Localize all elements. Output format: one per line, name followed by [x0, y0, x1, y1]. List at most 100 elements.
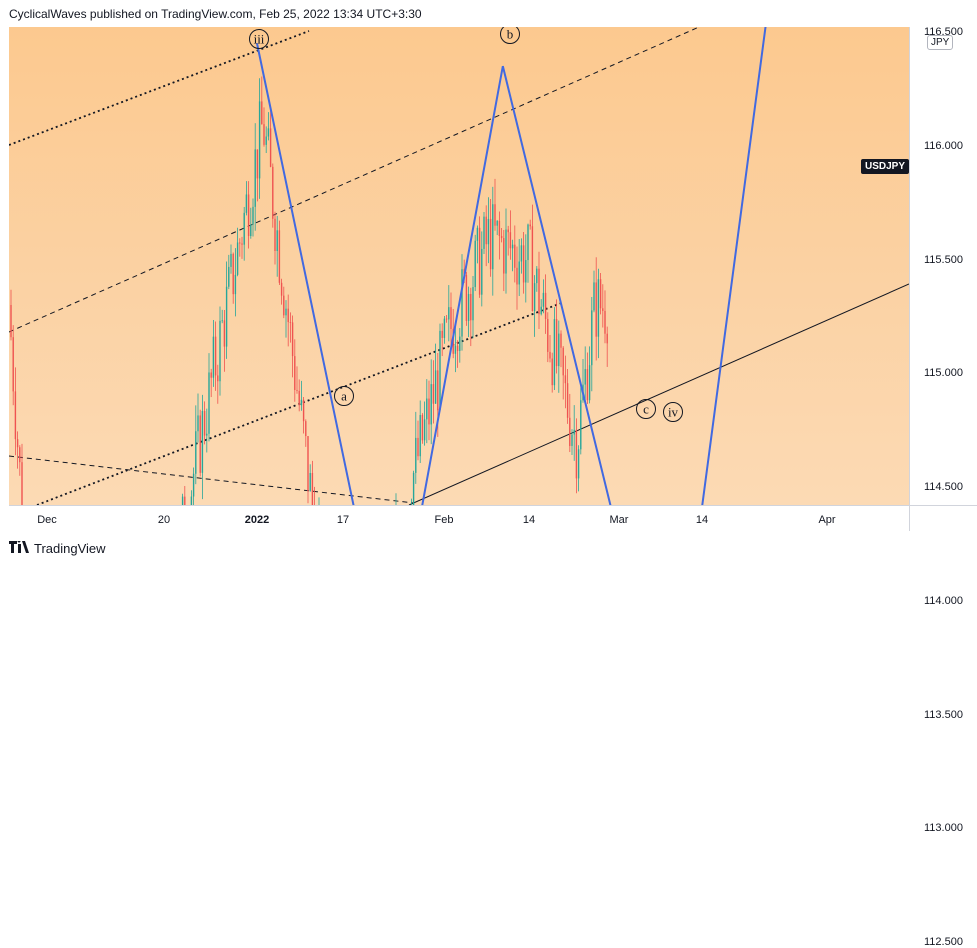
candle-body [217, 375, 219, 382]
candle-body [201, 410, 204, 473]
candle-body [511, 244, 514, 249]
candle-body [544, 292, 547, 319]
candle-body [256, 149, 259, 179]
candle-body [247, 194, 250, 237]
candle-body [485, 216, 487, 245]
candle-body [437, 370, 439, 411]
candle-body [415, 437, 417, 473]
wave-label-a: a [334, 386, 354, 406]
wave-label-circle [334, 386, 354, 406]
candle-body [243, 212, 245, 245]
candle-body [467, 293, 470, 321]
candle-body [470, 293, 472, 321]
candle-body [483, 216, 485, 249]
time-tick-label: 14 [695, 514, 709, 526]
candle-body [184, 496, 186, 505]
candle-body [441, 330, 443, 338]
candle-body [529, 224, 531, 227]
candle-body [569, 417, 571, 446]
candle-body [443, 318, 446, 338]
price-tick-label: 114.000 [924, 594, 963, 607]
candle-body [496, 220, 498, 226]
candle-body [503, 238, 505, 274]
wave-label-circle [249, 29, 269, 49]
candle-body [553, 319, 556, 386]
time-tick-label: Mar [609, 514, 629, 526]
candle-body [302, 399, 305, 422]
candle-body [551, 358, 553, 386]
brand-name: TradingView [34, 541, 106, 556]
candle-body [527, 224, 529, 261]
candle-body [239, 242, 241, 244]
chart-area[interactable]: iii b a c iv [9, 27, 909, 505]
lower-channel-line [36, 301, 565, 505]
candle-body [267, 128, 270, 137]
time-axis[interactable]: Dec 20 2022 17 Feb 14 Mar 14 Apr [9, 505, 909, 531]
candle-body [533, 283, 536, 311]
candle-body [278, 230, 281, 283]
price-tick-label: 113.000 [924, 822, 963, 835]
candle-body [228, 266, 230, 287]
candle-body [252, 206, 254, 225]
candle-body [232, 253, 234, 295]
candle-body [307, 436, 309, 491]
candle-body [19, 447, 21, 463]
candle-body [305, 421, 307, 437]
candle-body [181, 496, 184, 505]
candle-body [492, 204, 494, 270]
candle-body [500, 235, 503, 239]
candle-body [459, 336, 461, 351]
candle-body [536, 268, 538, 284]
candle-body [602, 308, 604, 311]
candle-body [417, 437, 419, 457]
candle-body [206, 433, 208, 436]
candle-body [225, 286, 228, 347]
footer-brand[interactable]: TradingView [9, 539, 106, 556]
wave-label-circle [500, 27, 520, 44]
price-tick-label: 112.500 [924, 936, 963, 948]
candle-body [294, 356, 296, 390]
upper-channel-line [9, 30, 310, 146]
candle-body [525, 260, 527, 283]
wave-label-iv: iv [663, 402, 683, 422]
candle-body [549, 351, 551, 359]
wave-label-circle [663, 402, 683, 422]
time-tick-label: Apr [818, 514, 836, 526]
candle-body [223, 320, 226, 347]
price-tick-label: 116.000 [924, 139, 963, 152]
candle-body [586, 369, 589, 401]
candle-body [604, 310, 606, 334]
candle-body [476, 227, 479, 241]
candle-body [190, 496, 193, 505]
candle-body [518, 261, 520, 285]
candle-body [516, 267, 518, 285]
candle-body [489, 218, 492, 270]
wave-label-text: c [643, 402, 649, 417]
candle-body [285, 308, 287, 316]
publish-header: CyclicalWaves published on TradingView.c… [9, 7, 422, 21]
candle-body [564, 375, 567, 384]
candle-body [481, 248, 483, 295]
candle-body [195, 431, 197, 474]
candle-body [236, 242, 239, 275]
price-chart[interactable]: iii b a c iv [9, 27, 909, 505]
candle-body [577, 449, 580, 479]
candle-body [555, 319, 558, 367]
candle-body [289, 322, 292, 323]
candle-body [547, 318, 549, 352]
candle-body [258, 101, 261, 179]
candle-body [197, 415, 199, 432]
candle-body [12, 337, 14, 392]
price-tick-label: 115.000 [924, 367, 963, 380]
price-axis[interactable]: 116.500 116.000 115.500 115.000 114.500 114.0… [909, 26, 977, 948]
candle-body [487, 218, 490, 245]
candle-body [474, 240, 476, 288]
candle-body [261, 101, 263, 125]
candle-body [505, 229, 507, 274]
candle-body [439, 330, 441, 411]
candle-body [584, 369, 586, 385]
candle-body [210, 372, 212, 378]
candle-body [478, 227, 481, 295]
channel-lines [9, 27, 909, 505]
candle-body [280, 282, 283, 296]
